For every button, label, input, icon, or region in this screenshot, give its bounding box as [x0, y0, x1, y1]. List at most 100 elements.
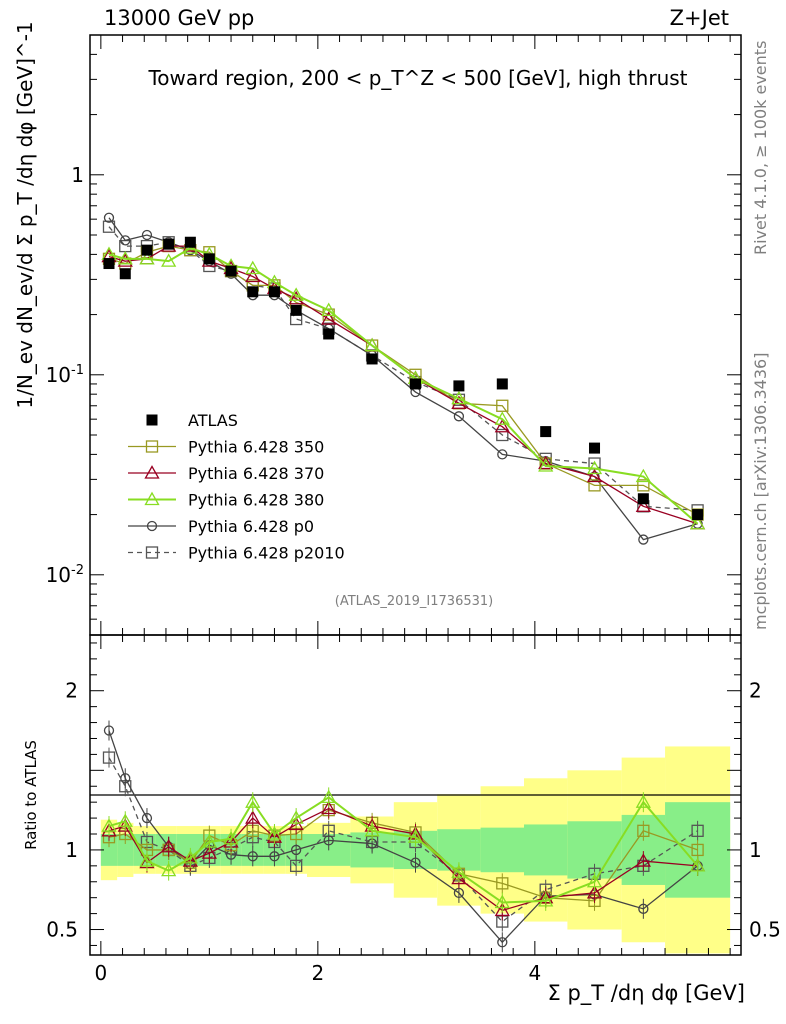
ratio-point-p0	[290, 844, 302, 856]
ratio-point-py380	[223, 830, 239, 845]
point-py370	[451, 395, 467, 409]
point-atlas	[540, 426, 552, 438]
ratio-point-py380	[201, 834, 217, 848]
point-py380	[161, 253, 177, 267]
point-atlas	[103, 258, 115, 270]
ratio-point-py380	[101, 818, 117, 832]
point-atlas	[141, 244, 153, 256]
point-py370	[245, 268, 261, 283]
point-atlas	[119, 268, 131, 280]
main-y-tick-label: 10-1	[46, 363, 84, 387]
legend-marker-py370	[144, 465, 160, 479]
ratio-point-py380	[538, 893, 554, 907]
point-py350	[637, 479, 650, 492]
ratio-point-py370	[494, 902, 510, 917]
ratio-band-green	[480, 827, 524, 873]
ratio-y-tick-label-right: 2	[749, 679, 762, 703]
ratio-point-py350	[637, 824, 650, 837]
main-title: Toward region, 200 < p_T^Z < 500 [GeV], …	[147, 66, 687, 90]
watermark: (ATLAS_2019_I1736531)	[335, 594, 493, 609]
ratio-point-py380	[586, 873, 603, 888]
ratio-point-p0	[103, 725, 115, 736]
ratio-point-py370	[245, 810, 261, 824]
point-p0	[103, 212, 115, 223]
legend-marker-p2010	[145, 546, 159, 559]
x-tick-label: 2	[311, 961, 324, 985]
point-atlas	[366, 353, 378, 365]
point-py350	[588, 479, 601, 492]
ratio-point-py380	[161, 862, 177, 877]
ratio-point-p0	[141, 812, 153, 824]
ratio-point-py370	[586, 885, 603, 899]
ratio-point-py380	[321, 789, 337, 804]
point-atlas	[692, 509, 704, 521]
point-py380	[139, 251, 155, 265]
ratio-point-py370	[321, 800, 337, 815]
point-p2010	[102, 220, 116, 233]
ratio-point-p0	[638, 903, 649, 914]
main-y-tick-label: 1	[71, 163, 84, 187]
ratio-point-py370	[201, 845, 217, 859]
x-tick-labels: 0 2 4	[94, 961, 541, 985]
ratio-point-py380	[182, 850, 198, 864]
x-tick-label: 4	[528, 961, 541, 985]
main-data	[101, 212, 706, 545]
ratio-point-py380	[635, 794, 651, 808]
ratio-band-green	[133, 834, 156, 866]
ratio-point-py380	[689, 858, 706, 872]
point-py380	[635, 468, 651, 483]
point-py380	[451, 390, 467, 405]
point-atlas	[410, 378, 421, 390]
point-atlas	[203, 253, 215, 265]
ratio-y-tick-labels: 0.5 0.5 1 1 2 2	[46, 679, 781, 942]
point-py370	[321, 311, 337, 325]
point-py380	[364, 337, 380, 352]
x-axis-label: Σ p_T /dη dφ [GeV]	[548, 981, 745, 1006]
ratio-y-tick-label-right: 1	[749, 838, 762, 862]
point-py370	[288, 290, 304, 305]
ratio-point-p0	[269, 851, 280, 862]
ratio-panel: Ratio to ATLAS 0.5 0.5 1 1 2 2 0 2 4 Σ p_T /dη …	[22, 634, 781, 1006]
point-atlas	[184, 236, 196, 248]
legend-label-py350: Pythia 6.428 350	[188, 438, 324, 457]
mcplots-label: mcplots.cern.ch [arXiv:1306.3436]	[751, 353, 770, 630]
point-py380	[321, 302, 337, 316]
point-atlas	[268, 286, 280, 298]
ratio-point-p0	[247, 851, 258, 862]
ratio-band-green	[100, 834, 118, 866]
main-y-tick-label: 10-2	[46, 563, 84, 587]
ratio-frame	[89, 634, 742, 956]
legend-marker-p0	[146, 520, 158, 532]
point-atlas	[589, 442, 601, 454]
point-p0	[120, 235, 131, 246]
header-right: Z+Jet	[670, 6, 729, 30]
point-py380	[538, 458, 554, 472]
point-py370	[494, 418, 510, 433]
main-y-tick-labels: 10-2 10-1 1	[46, 163, 84, 587]
legend-label-atlas: ATLAS	[188, 411, 238, 430]
ratio-axis-ticks	[90, 635, 741, 955]
ratio-y-tick-label: 2	[65, 679, 78, 703]
legend-label-py380: Pythia 6.428 380	[188, 491, 324, 510]
point-py380	[245, 260, 261, 275]
point-py370	[635, 498, 651, 512]
point-p0	[497, 449, 508, 460]
ratio-point-py380	[245, 794, 261, 808]
ratio-point-py380	[266, 826, 283, 840]
ratio-y-label: Ratio to ATLAS	[22, 740, 40, 850]
point-p0	[141, 229, 153, 241]
ratio-point-py350	[691, 843, 704, 857]
ratio-point-p0	[497, 937, 508, 948]
point-py380	[586, 460, 603, 475]
ratio-point-py350	[496, 877, 509, 890]
point-py380	[689, 515, 706, 530]
main-y-label: 1/N_ev dN_ev/d Σ p_T /dη dφ [GeV]^-1	[13, 21, 37, 408]
ratio-y-tick-label: 0.5	[46, 918, 78, 942]
point-atlas	[247, 286, 259, 298]
ratio-point-p0	[410, 857, 421, 868]
point-atlas	[225, 265, 237, 277]
legend-label-py370: Pythia 6.428 370	[188, 464, 324, 483]
ratio-band-green	[117, 834, 134, 866]
legend-marker-py350	[145, 440, 159, 453]
